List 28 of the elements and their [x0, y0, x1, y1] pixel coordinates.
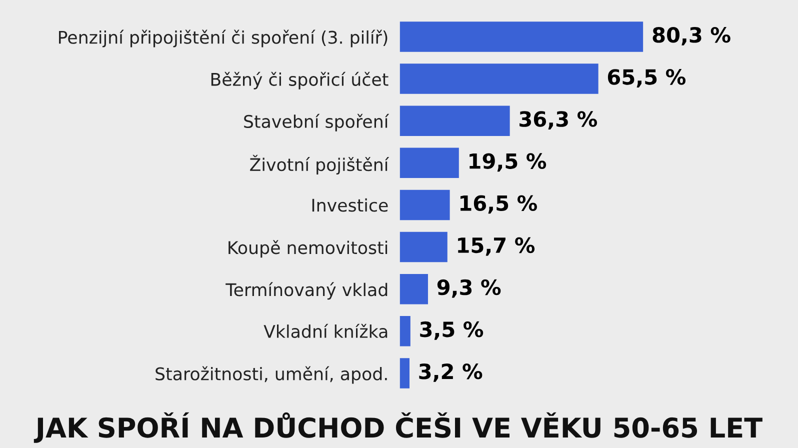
y-tick-label: Běžný či spořicí účet	[211, 72, 388, 90]
bar	[400, 274, 428, 304]
y-tick-label: Penzijní připojištění či spoření (3. pilíř)	[59, 30, 388, 48]
data-label: 16,5 %	[460, 195, 538, 214]
data-label: 65,5 %	[608, 69, 686, 88]
bar	[400, 148, 459, 178]
y-tick-label: Starožitnosti, umění, apod.	[156, 366, 387, 384]
bar	[400, 358, 410, 388]
bar	[400, 22, 644, 52]
bar	[400, 190, 450, 220]
data-label: 9,3 %	[437, 279, 501, 298]
y-tick-label: Termínovaný vklad	[226, 282, 388, 300]
data-label: 19,5 %	[470, 153, 546, 172]
bar	[400, 232, 448, 262]
text: JAK SPOŘÍ NA DŮCHOD ČEŠI VE VĚKU 50-65 LET	[34, 412, 762, 443]
bar	[400, 64, 598, 94]
data-label: 3,5 %	[420, 321, 484, 340]
y-tick-label: Stavební spoření	[244, 114, 390, 132]
data-label: 36,3 %	[520, 111, 598, 130]
y-tick-label: Vkladní knížka	[264, 324, 388, 338]
y-tick-label: Koupě nemovitosti	[228, 240, 388, 258]
data-label: 80,3 %	[652, 27, 730, 46]
y-tick-label: Investice	[312, 198, 388, 212]
y-tick-label: Životní pojištění	[250, 154, 390, 175]
bar	[400, 106, 510, 136]
data-label: 15,7 %	[458, 237, 535, 256]
bar	[400, 316, 410, 346]
data-label: 3,2 %	[419, 363, 482, 382]
